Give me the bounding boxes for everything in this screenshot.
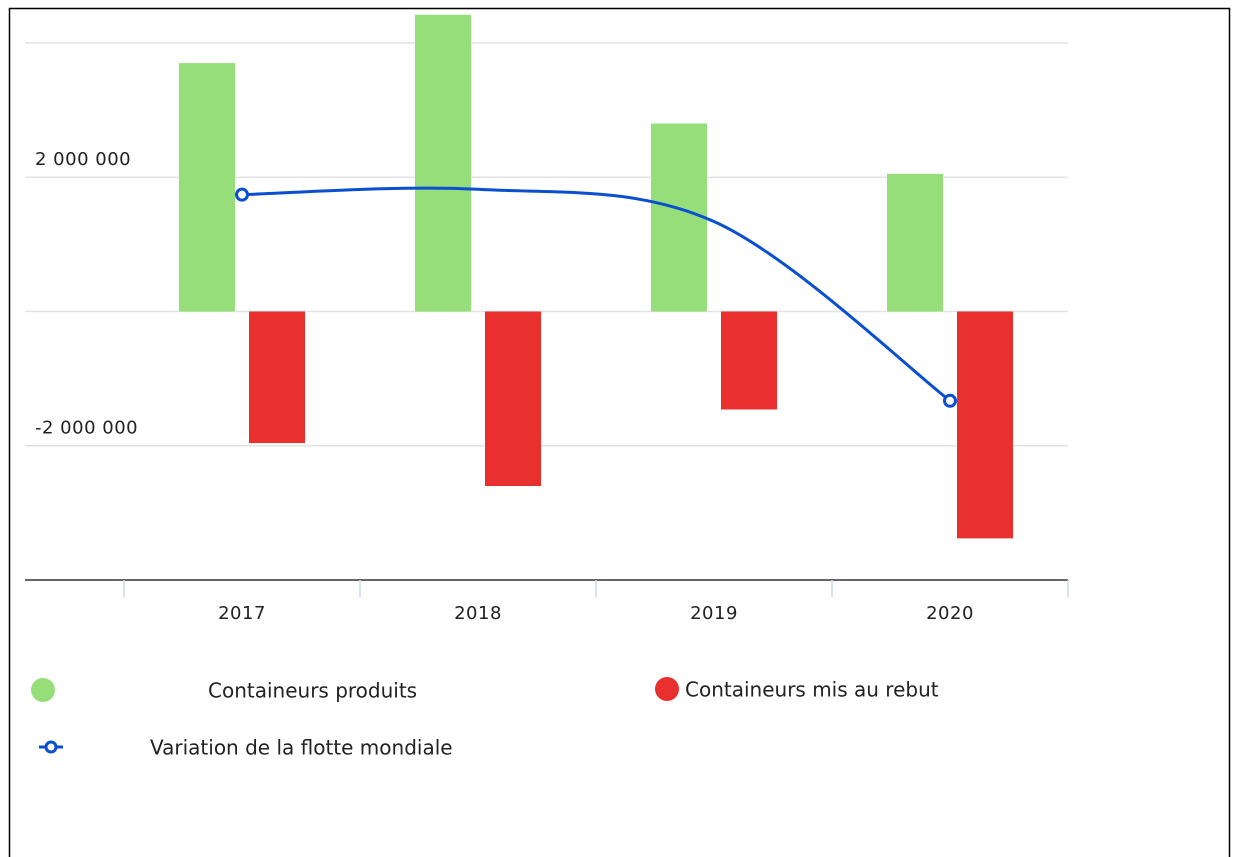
legend-label: Containeurs mis au rebut: [685, 678, 939, 702]
legend-label: Variation de la flotte mondiale: [150, 736, 453, 760]
x-tick-label: 2018: [454, 603, 502, 624]
x-tick-label: 2017: [218, 603, 266, 624]
legend-marker: [655, 677, 679, 701]
bar: [887, 173, 943, 312]
y-tick-label: -2 000 000: [35, 418, 138, 439]
legend-marker: [31, 678, 55, 702]
line: [241, 186, 951, 402]
y-tick-label: 2 000 000: [35, 149, 131, 170]
frame: [8, 7, 1231, 857]
legend-label: Containeurs produits: [208, 679, 417, 703]
bar: [485, 311, 541, 487]
bar: [415, 14, 471, 312]
legend-marker: [44, 740, 58, 754]
bar: [957, 311, 1013, 539]
x-tick-label: 2019: [690, 603, 738, 624]
x-tick-label: 2020: [926, 603, 974, 624]
bar: [249, 311, 305, 444]
line-marker: [943, 393, 957, 408]
bar: [179, 63, 235, 312]
bar: [721, 311, 777, 410]
line-marker: [235, 187, 249, 202]
bar: [651, 123, 707, 312]
